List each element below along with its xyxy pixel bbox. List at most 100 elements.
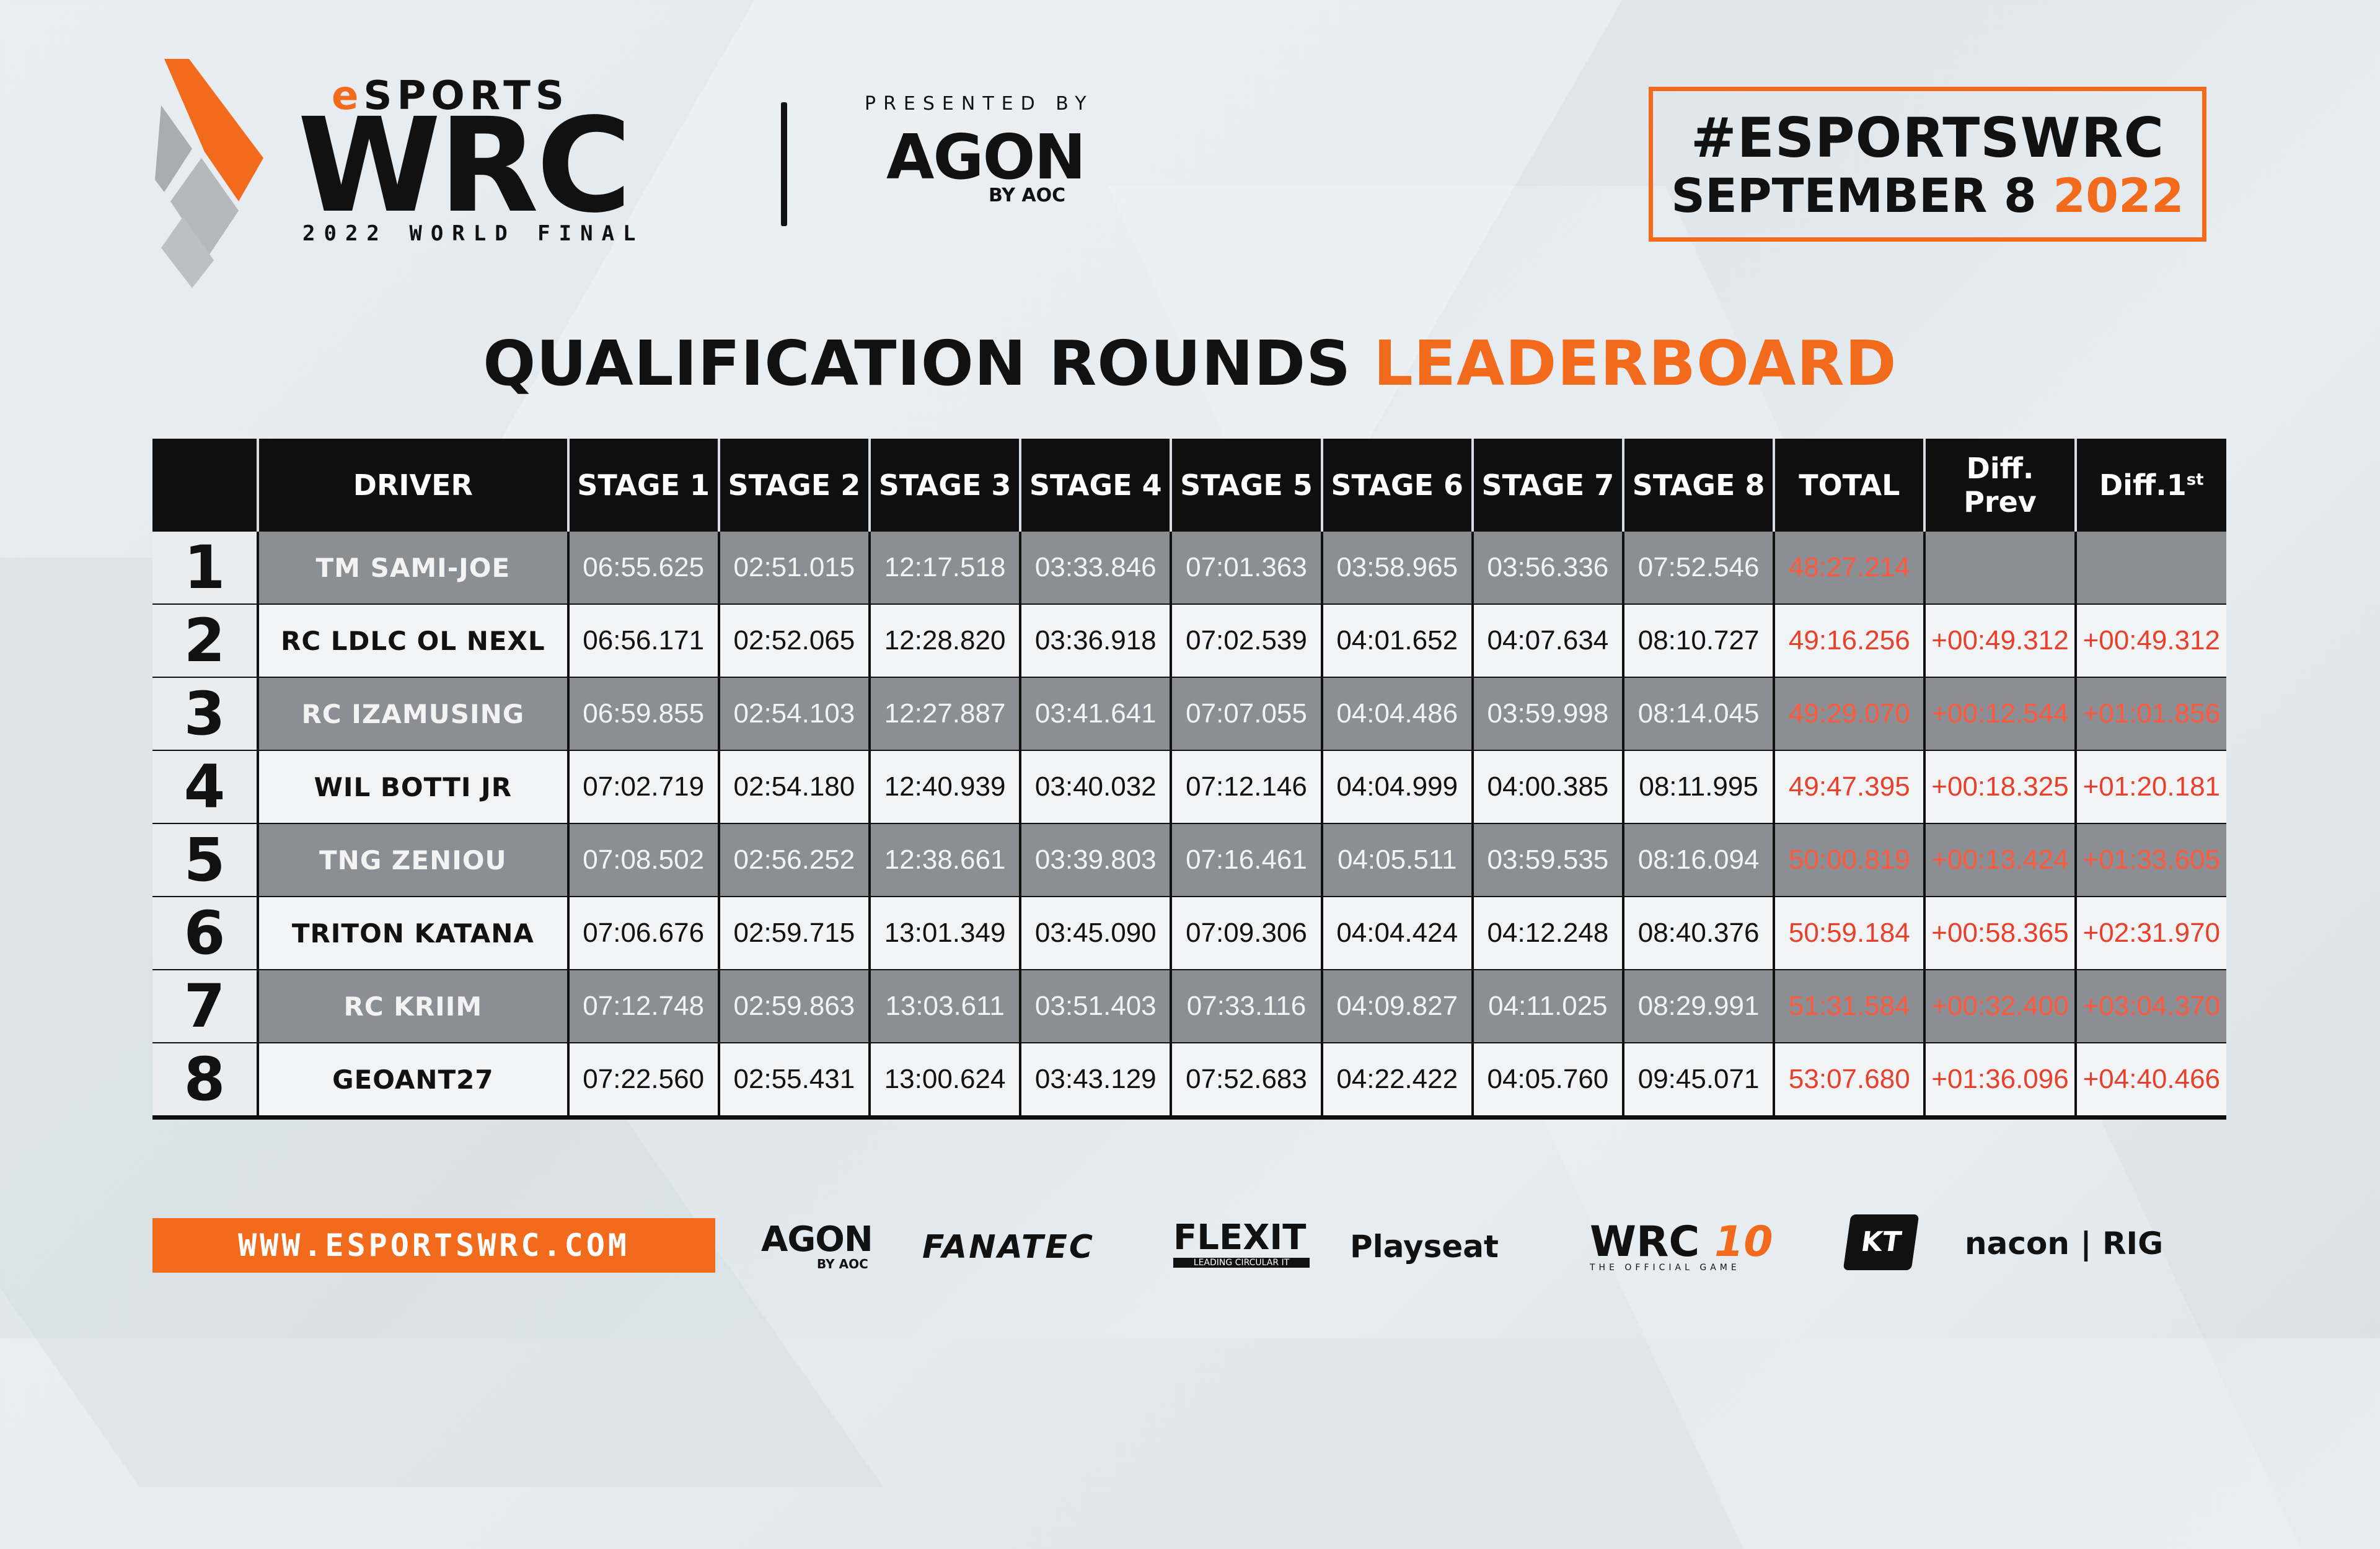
stage-time-cell: 02:54.103: [718, 677, 871, 750]
stage-time-cell: 07:02.719: [568, 750, 720, 823]
column-header-stage-7: STAGE 7: [1472, 439, 1625, 532]
diff-prev-cell: +00:58.365: [1924, 896, 2077, 970]
stage-time-cell: 07:07.055: [1171, 677, 1323, 750]
logo-wrc-text: WRC: [298, 90, 632, 242]
stage-time-cell: 03:39.803: [1020, 823, 1173, 897]
stage-time-cell: 04:09.827: [1321, 969, 1474, 1043]
column-header-stage-6: STAGE 6: [1321, 439, 1474, 532]
presented-by-label: PRESENTED BY: [865, 93, 1094, 115]
presenter-logo-agon: AGON: [886, 121, 1086, 193]
total-time-cell: 49:47.395: [1774, 750, 1926, 823]
driver-cell: RC KRIIM: [258, 969, 570, 1043]
column-header-driver: DRIVER: [258, 439, 570, 532]
column-header-stage-3: STAGE 3: [869, 439, 1022, 532]
stage-time-cell: 03:40.032: [1020, 750, 1173, 823]
stage-time-cell: 04:04.424: [1321, 896, 1474, 970]
driver-cell: TRITON KATANA: [258, 896, 570, 970]
stage-time-cell: 07:06.676: [568, 896, 720, 970]
diff-prev-cell: +00:12.544: [1924, 677, 2077, 750]
sponsor-logo-flexit-sub: LEADING CIRCULAR IT: [1173, 1258, 1310, 1268]
stage-time-cell: 02:59.715: [718, 896, 871, 970]
stage-time-cell: 12:40.939: [869, 750, 1022, 823]
sponsor-logo-fanatec: FANATEC: [922, 1229, 1095, 1266]
stage-time-cell: 07:16.461: [1171, 823, 1323, 897]
position-cell: 6: [152, 896, 260, 970]
stage-time-cell: 13:01.349: [869, 896, 1022, 970]
stage-time-cell: 12:17.518: [869, 532, 1022, 604]
total-time-cell: 53:07.680: [1774, 1042, 1926, 1120]
logo-subtitle: 2022 WORLD FINAL: [302, 221, 645, 246]
stage-time-cell: 04:05.760: [1472, 1042, 1625, 1120]
stage-time-cell: 04:04.999: [1321, 750, 1474, 823]
leaderboard-table: DRIVER STAGE 1 STAGE 2 STAGE 3 STAGE 4 S…: [152, 439, 2226, 1120]
stage-time-cell: 08:29.991: [1623, 969, 1776, 1043]
stage-time-cell: 03:58.965: [1321, 532, 1474, 604]
stage-time-cell: 04:01.652: [1321, 603, 1474, 677]
stage-time-cell: 07:02.539: [1171, 603, 1323, 677]
column-header-stage-2: STAGE 2: [718, 439, 871, 532]
stage-time-cell: 02:56.252: [718, 823, 871, 897]
table-row: 2 RC LDLC OL NEXL 06:56.171 02:52.065 12:28.…: [152, 603, 2226, 677]
driver-cell: TM SAMI-JOE: [258, 532, 570, 604]
diff-first-cell: +01:20.181: [2075, 750, 2226, 823]
position-cell: 8: [152, 1042, 260, 1120]
table-row: 3 RC IZAMUSING 06:59.855 02:54.103 12:27.887…: [152, 677, 2226, 750]
page-title: QUALIFICATION ROUNDS LEADERBOARD: [483, 327, 1897, 400]
sponsor-logo-nacon-rig: nacon | RIG: [1965, 1226, 2164, 1262]
driver-cell: WIL BOTTI JR: [258, 750, 570, 823]
table-row: 1 TM SAMI-JOE 06:55.625 02:51.015 12:17.518 0…: [152, 532, 2226, 604]
column-header-position: [152, 439, 260, 532]
table-row: 4 WIL BOTTI JR 07:02.719 02:54.180 12:40.939…: [152, 750, 2226, 823]
stage-time-cell: 03:41.641: [1020, 677, 1173, 750]
hashtag-box: #ESPORTSWRC SEPTEMBER 8 2022: [1649, 87, 2206, 242]
stage-time-cell: 03:33.846: [1020, 532, 1173, 604]
stage-time-cell: 03:45.090: [1020, 896, 1173, 970]
diff-prev-cell: +00:32.400: [1924, 969, 2077, 1043]
stage-time-cell: 06:56.171: [568, 603, 720, 677]
diff-first-cell: +04:40.466: [2075, 1042, 2226, 1120]
stage-time-cell: 04:04.486: [1321, 677, 1474, 750]
wrc-chevron-logo-icon: [155, 59, 263, 288]
stage-time-cell: 13:03.611: [869, 969, 1022, 1043]
position-cell: 3: [152, 677, 260, 750]
stage-time-cell: 06:59.855: [568, 677, 720, 750]
stage-time-cell: 03:43.129: [1020, 1042, 1173, 1120]
stage-time-cell: 07:01.363: [1171, 532, 1323, 604]
stage-time-cell: 02:52.065: [718, 603, 871, 677]
stage-time-cell: 08:11.995: [1623, 750, 1776, 823]
website-link[interactable]: WWW.ESPORTSWRC.COM: [152, 1218, 715, 1273]
table-header-row: DRIVER STAGE 1 STAGE 2 STAGE 3 STAGE 4 S…: [152, 439, 2226, 532]
diff-prev-cell: [1924, 532, 2077, 604]
logo-esports-text: eSPORTS: [332, 73, 569, 119]
stage-time-cell: 07:52.546: [1623, 532, 1776, 604]
total-time-cell: 49:29.070: [1774, 677, 1926, 750]
stage-time-cell: 03:56.336: [1472, 532, 1625, 604]
stage-time-cell: 12:27.887: [869, 677, 1022, 750]
column-header-total: TOTAL: [1774, 439, 1926, 532]
stage-time-cell: 04:12.248: [1472, 896, 1625, 970]
sponsor-logo-wrc10-sub: THE OFFICIAL GAME: [1590, 1263, 1740, 1273]
total-time-cell: 48:27.214: [1774, 532, 1926, 604]
stage-time-cell: 04:11.025: [1472, 969, 1625, 1043]
stage-time-cell: 02:54.180: [718, 750, 871, 823]
column-header-diff-first: Diff.1st: [2075, 439, 2226, 532]
table-row: 6 TRITON KATANA 07:06.676 02:59.715 13:01.34…: [152, 896, 2226, 970]
stage-time-cell: 12:28.820: [869, 603, 1022, 677]
sponsor-logo-kt-racing: KT: [1843, 1214, 1919, 1270]
stage-time-cell: 04:07.634: [1472, 603, 1625, 677]
driver-cell: TNG ZENIOU: [258, 823, 570, 897]
total-time-cell: 50:59.184: [1774, 896, 1926, 970]
stage-time-cell: 07:09.306: [1171, 896, 1323, 970]
diff-prev-cell: +00:18.325: [1924, 750, 2077, 823]
column-header-diff-prev: Diff. Prev: [1924, 439, 2077, 532]
diff-first-cell: +01:01.856: [2075, 677, 2226, 750]
presenter-logo-by-aoc: BY AOC: [989, 185, 1066, 206]
stage-time-cell: 04:05.511: [1321, 823, 1474, 897]
stage-time-cell: 08:16.094: [1623, 823, 1776, 897]
driver-cell: RC LDLC OL NEXL: [258, 603, 570, 677]
stage-time-cell: 02:55.431: [718, 1042, 871, 1120]
stage-time-cell: 03:59.535: [1472, 823, 1625, 897]
sponsor-logo-agon: AGON: [761, 1219, 873, 1260]
diff-first-cell: +01:33.605: [2075, 823, 2226, 897]
total-time-cell: 50:00.819: [1774, 823, 1926, 897]
